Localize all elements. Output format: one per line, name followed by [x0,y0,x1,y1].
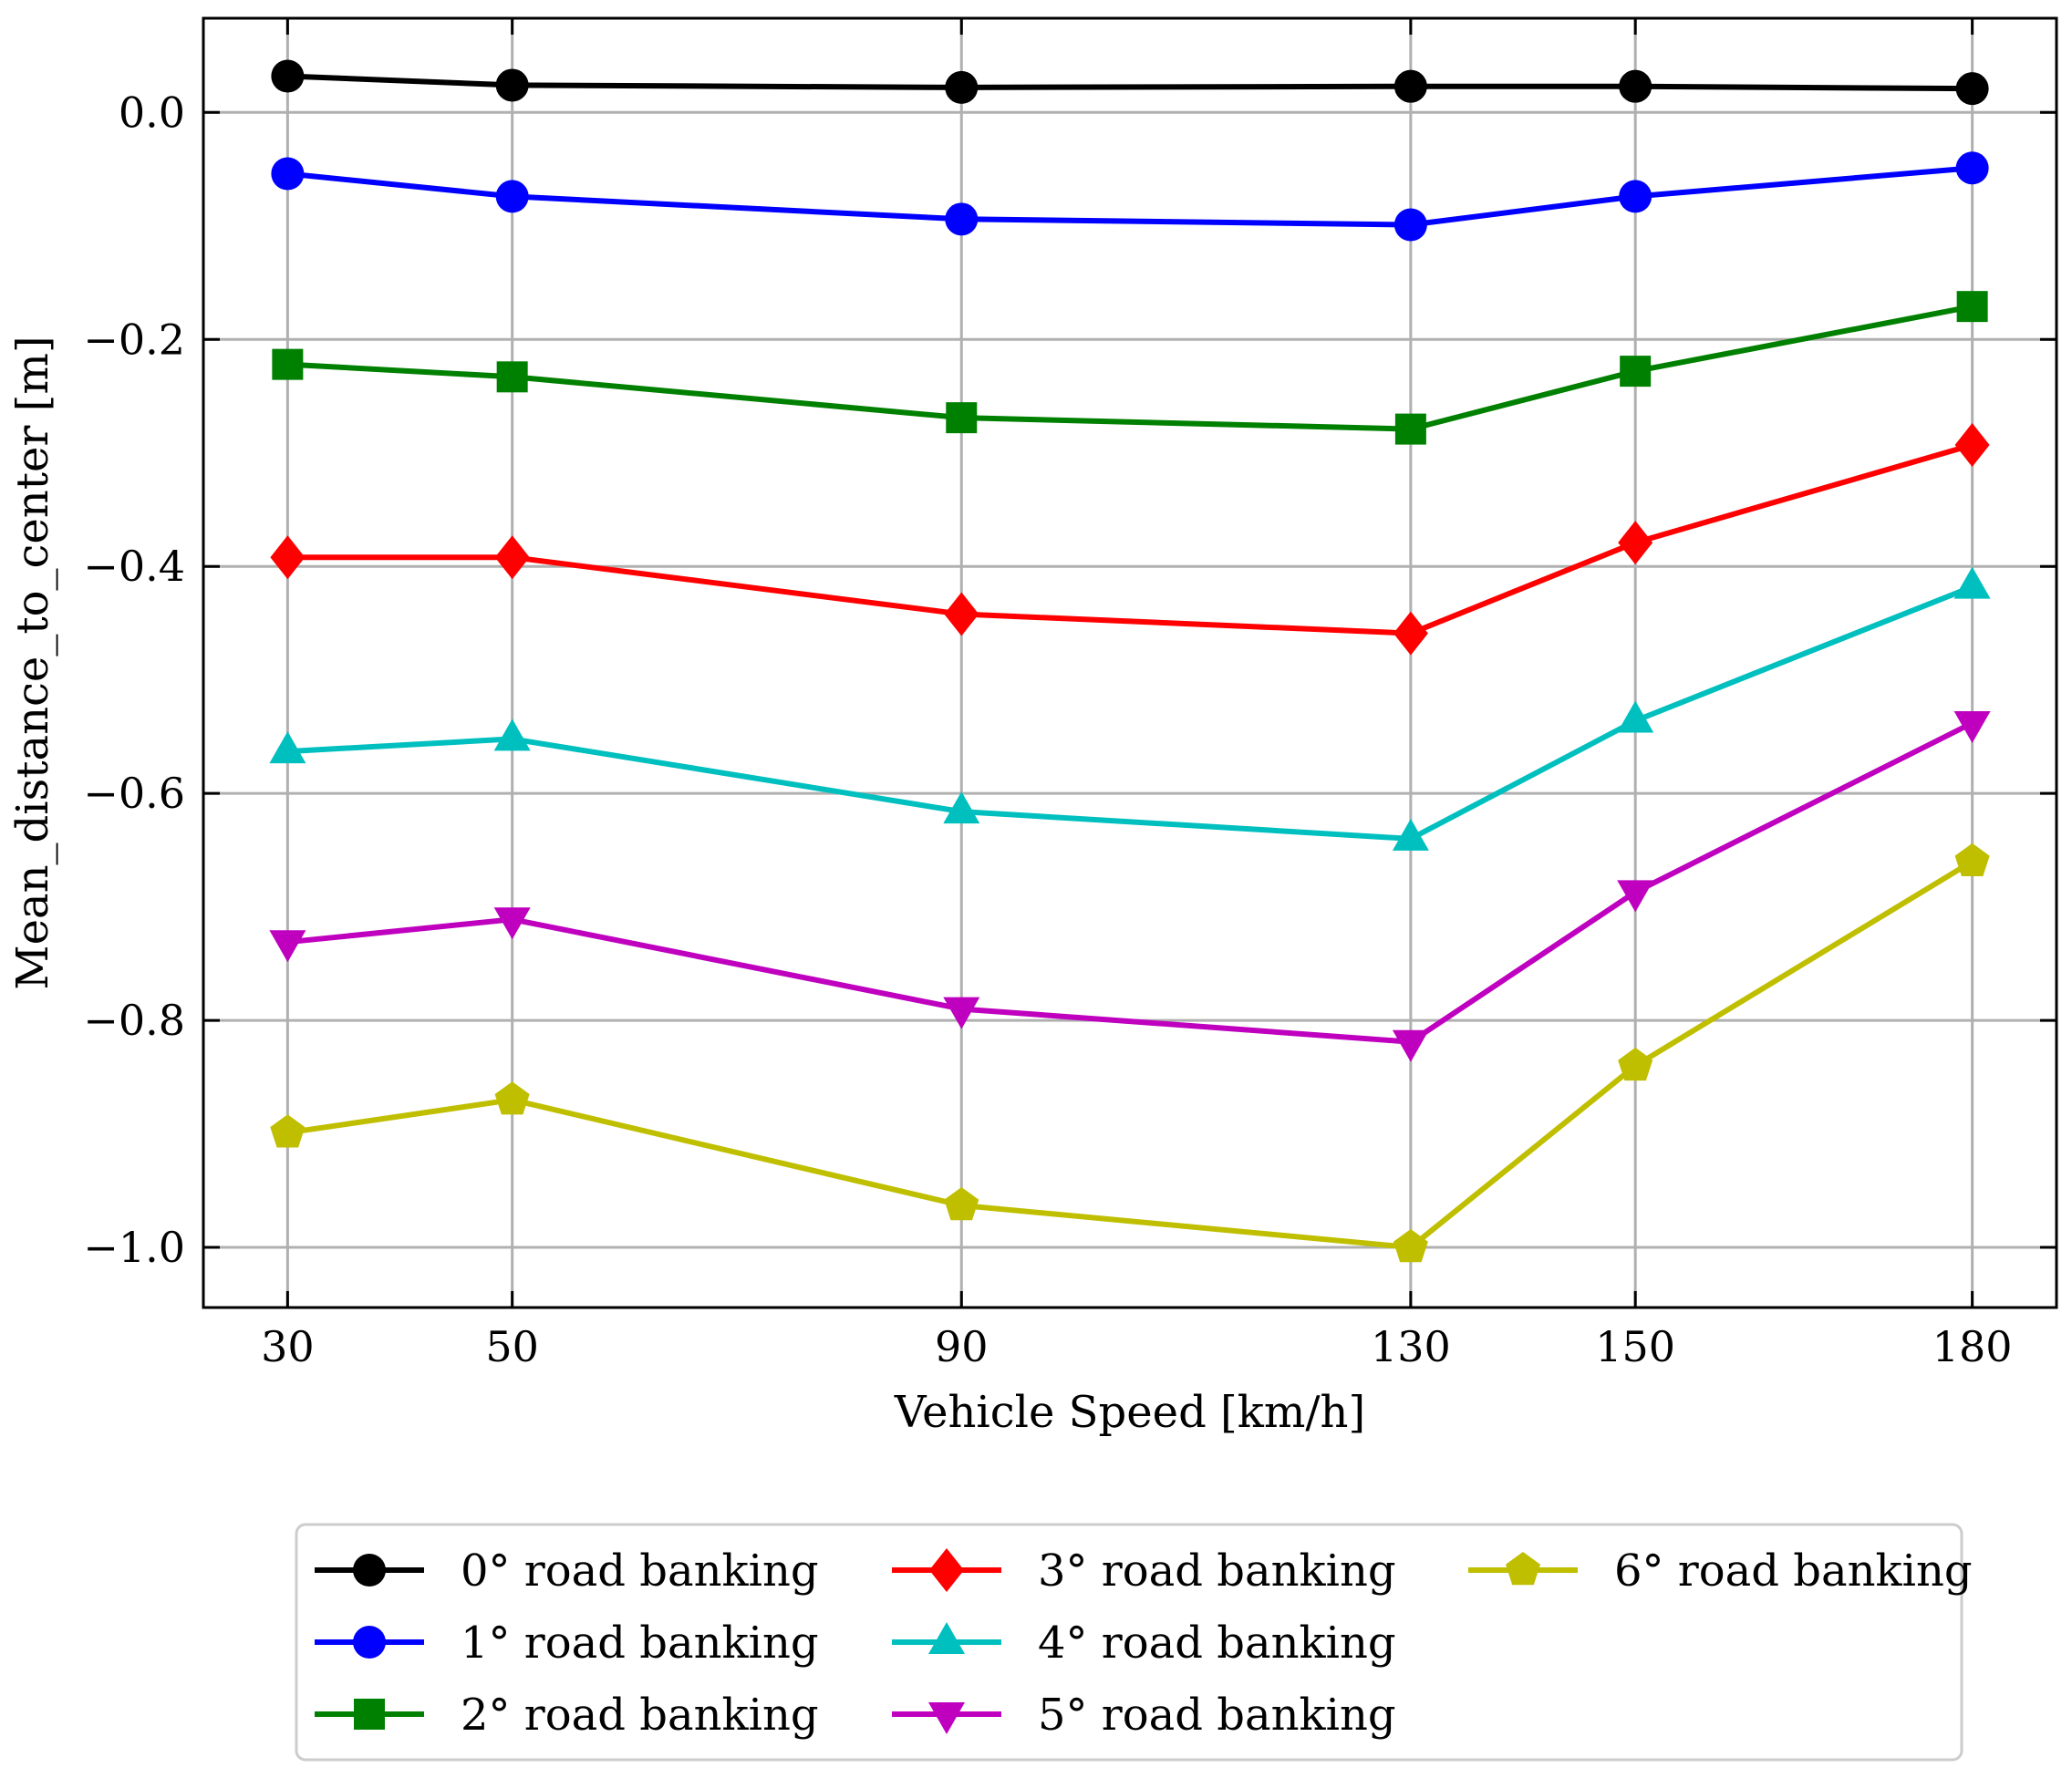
legend-marker [353,1626,386,1659]
series-line [286,859,1974,1250]
legend-label: 6° road banking [1614,1545,1973,1597]
data-point [1956,291,1988,323]
legend-label: 0° road banking [461,1545,819,1597]
series-5 [269,711,1991,1062]
data-point [269,731,306,764]
data-point [946,402,978,434]
data-point [495,68,529,102]
legend-label: 1° road banking [461,1618,819,1669]
x-axis-title: Vehicle Speed [km/h] [894,1387,1365,1438]
data-point [493,907,531,940]
x-tick-label: 180 [1932,1322,2013,1371]
data-point [945,70,979,104]
y-tick-label: 0.0 [119,88,185,137]
data-point [1953,566,1991,599]
data-point [1393,208,1427,242]
data-point [270,1114,306,1148]
data-point [271,157,305,191]
data-point [1394,413,1426,445]
y-tick-label: −0.2 [83,315,185,364]
data-point [269,930,306,963]
data-point [1618,521,1653,565]
series-line [287,442,1974,636]
data-point [944,1187,979,1221]
series-line [287,304,1974,432]
data-point [1619,69,1652,103]
data-point [1954,423,1990,467]
legend-label: 5° road banking [1038,1690,1396,1741]
legend-label: 3° road banking [1038,1545,1396,1597]
data-point [1617,880,1654,913]
data-point [1392,1029,1429,1062]
legend-item[interactable]: 4° road banking [892,1618,1396,1669]
legend-marker [928,1702,965,1734]
series-6 [270,842,1990,1263]
legend-label: 4° road banking [1038,1618,1396,1669]
data-point [944,592,979,636]
series-line [287,73,1973,92]
data-point [943,997,980,1029]
data-point [496,361,528,393]
y-tick-label: −0.8 [83,996,185,1045]
data-point [1620,356,1652,388]
series-3 [270,423,1990,656]
series-line [287,584,1974,842]
y-tick-label: −0.4 [83,542,185,591]
x-tick-label: 130 [1371,1322,1451,1371]
legend-item[interactable]: 6° road banking [1468,1545,1973,1597]
data-point [1392,818,1429,851]
data-point [494,1081,530,1115]
legend-marker [353,1554,386,1587]
x-tick-label: 30 [261,1322,315,1371]
series-line [287,165,1973,228]
x-tick-label: 150 [1595,1322,1675,1371]
data-point [272,348,304,380]
series-1 [271,151,1989,242]
data-point [1955,72,1989,106]
data-point [945,202,979,236]
series-line [287,720,1974,1045]
axis-ticks: 30 50 90 130 150 180 0.0 −0.2 −0.4 −0.6 −0.8 −1.0 [83,18,2056,1371]
y-axis-title: Mean_distance_to_center [m] [7,336,58,989]
data-point [1954,842,1990,876]
data-point [493,718,531,751]
data-point [1393,69,1427,103]
legend-item[interactable]: 5° road banking [892,1690,1396,1741]
legend-item[interactable]: 1° road banking [315,1618,819,1669]
legend-item[interactable]: 0° road banking [315,1545,819,1597]
legend-marker [929,1548,964,1592]
legend-label: 2° road banking [461,1690,819,1741]
legend-marker [354,1699,385,1730]
legend-frame [295,1523,1963,1762]
legend[interactable]: 0° road banking 1° road banking 2° road ba… [295,1523,1973,1762]
series-0 [271,59,1989,106]
data-point [1618,1047,1653,1081]
plot-frame [202,16,2058,1309]
data-point [1619,180,1652,213]
x-tick-label: 90 [935,1322,989,1371]
legend-marker [928,1622,965,1654]
data-point [270,535,306,580]
legend-item[interactable]: 2° road banking [315,1690,819,1741]
data-point [271,59,305,93]
data-point [494,535,530,580]
y-tick-label: −0.6 [83,769,185,818]
series-2 [272,291,1988,445]
legend-marker [1506,1552,1540,1586]
x-tick-label: 50 [485,1322,539,1371]
data-point [1393,611,1428,656]
data-point [1393,1229,1428,1263]
data-point [495,180,529,213]
data-point [943,791,980,824]
y-tick-label: −1.0 [83,1223,185,1272]
data-point [1955,151,1989,185]
series-4 [269,566,1991,851]
data-point [1617,700,1654,733]
legend-item[interactable]: 3° road banking [892,1545,1396,1597]
series-layer [269,59,1991,1263]
data-point [1953,711,1991,743]
